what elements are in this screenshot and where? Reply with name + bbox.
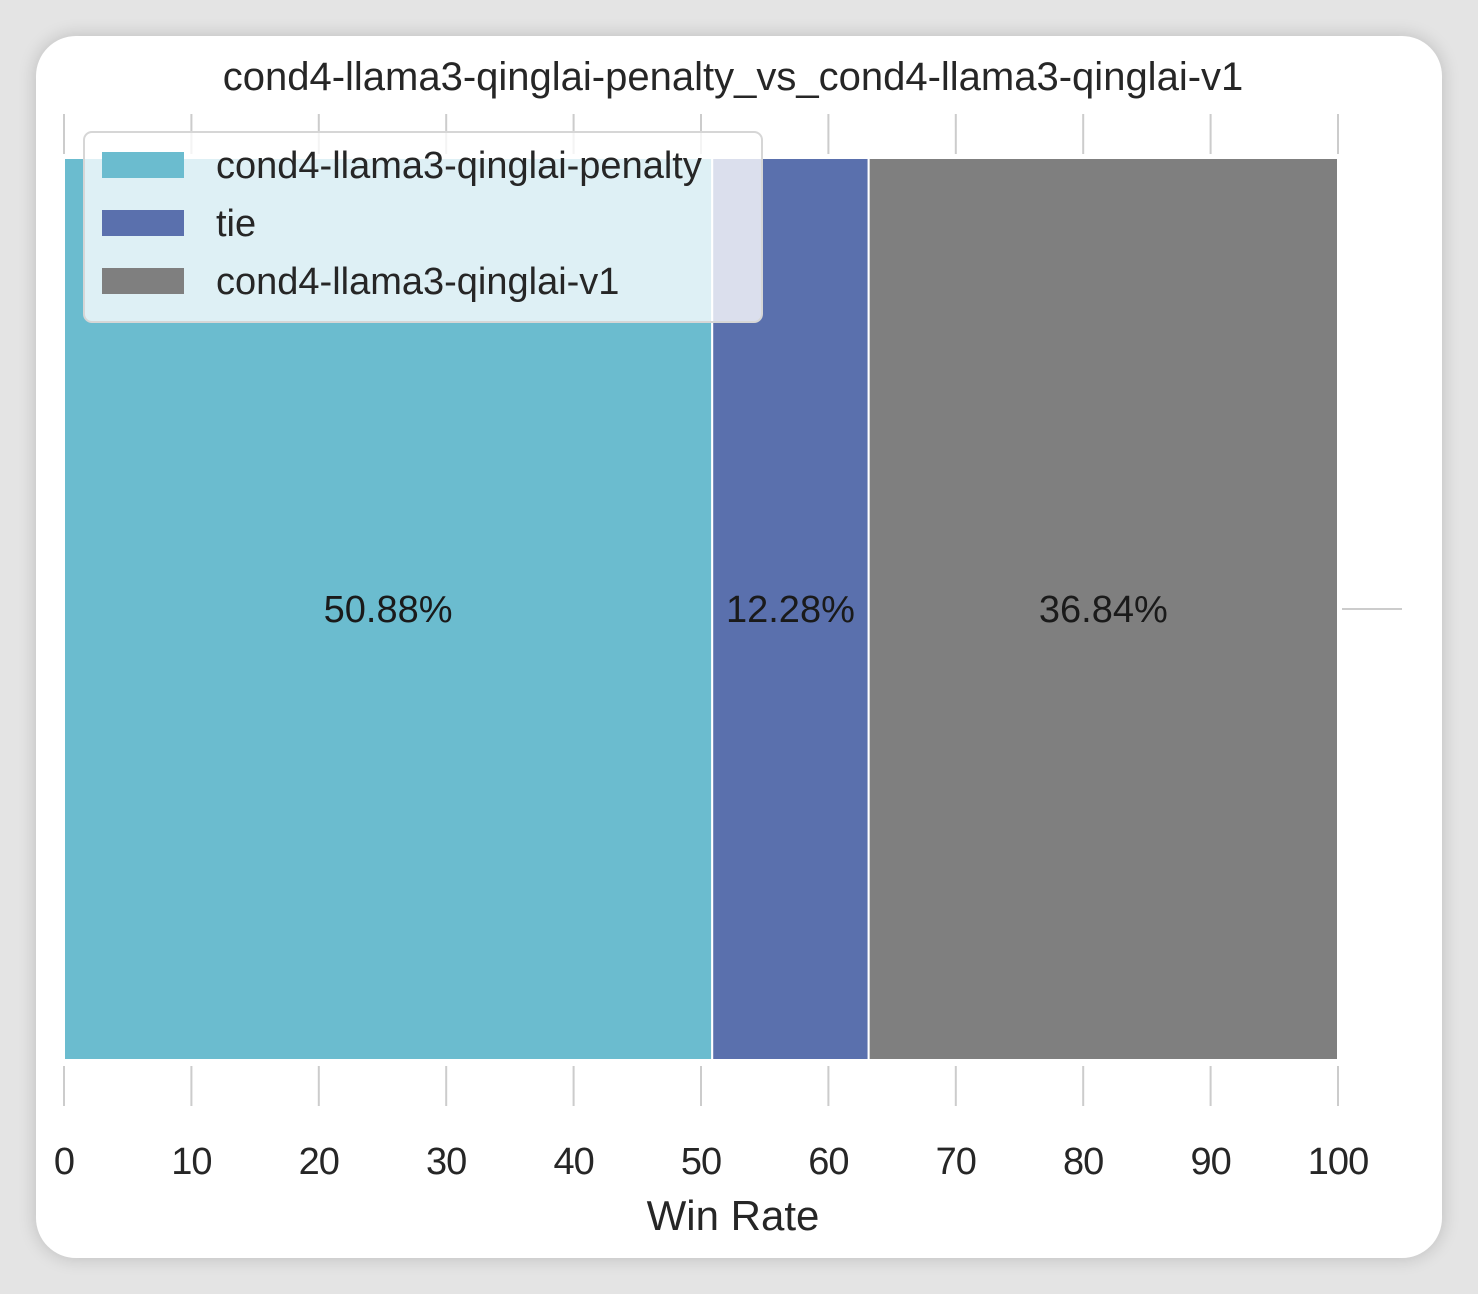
bar-value-label: 12.28% xyxy=(726,589,855,631)
legend-label: cond4-llama3-qinglai-penalty xyxy=(216,145,702,187)
legend: cond4-llama3-qinglai-penalty tie cond4-lla… xyxy=(83,131,763,323)
x-tick-label: 20 xyxy=(299,1141,339,1183)
win-rate-chart: cond4-llama3-qinglai-penalty_vs_cond4-ll… xyxy=(54,55,1402,1239)
legend-swatch xyxy=(102,152,184,178)
x-tick-label: 50 xyxy=(681,1141,721,1183)
x-tick-label: 90 xyxy=(1190,1141,1230,1183)
legend-box xyxy=(83,131,763,323)
chart-card: cond4-llama3-qinglai-penalty_vs_cond4-ll… xyxy=(36,36,1442,1258)
bar-value-label: 36.84% xyxy=(1039,589,1168,631)
x-axis-label: Win Rate xyxy=(647,1192,820,1239)
chart-title: cond4-llama3-qinglai-penalty_vs_cond4-ll… xyxy=(223,55,1244,99)
x-tick-label: 70 xyxy=(936,1141,976,1183)
x-tick-label: 100 xyxy=(1308,1141,1368,1183)
x-tick-label: 30 xyxy=(426,1141,466,1183)
x-tick-label: 40 xyxy=(553,1141,593,1183)
legend-swatch xyxy=(102,268,184,294)
x-tick-label: 60 xyxy=(808,1141,848,1183)
x-tick-label: 10 xyxy=(171,1141,211,1183)
x-tick-label: 0 xyxy=(54,1141,74,1183)
legend-label: cond4-llama3-qinglai-v1 xyxy=(216,261,619,303)
x-axis-ticks: 0 10 20 30 40 50 60 70 80 90 100 xyxy=(54,608,1402,1183)
bar-segment xyxy=(867,157,1339,1061)
legend-label: tie xyxy=(216,203,256,245)
legend-swatch xyxy=(102,210,184,236)
bar-value-label: 50.88% xyxy=(324,589,453,631)
x-tick-label: 80 xyxy=(1063,1141,1103,1183)
